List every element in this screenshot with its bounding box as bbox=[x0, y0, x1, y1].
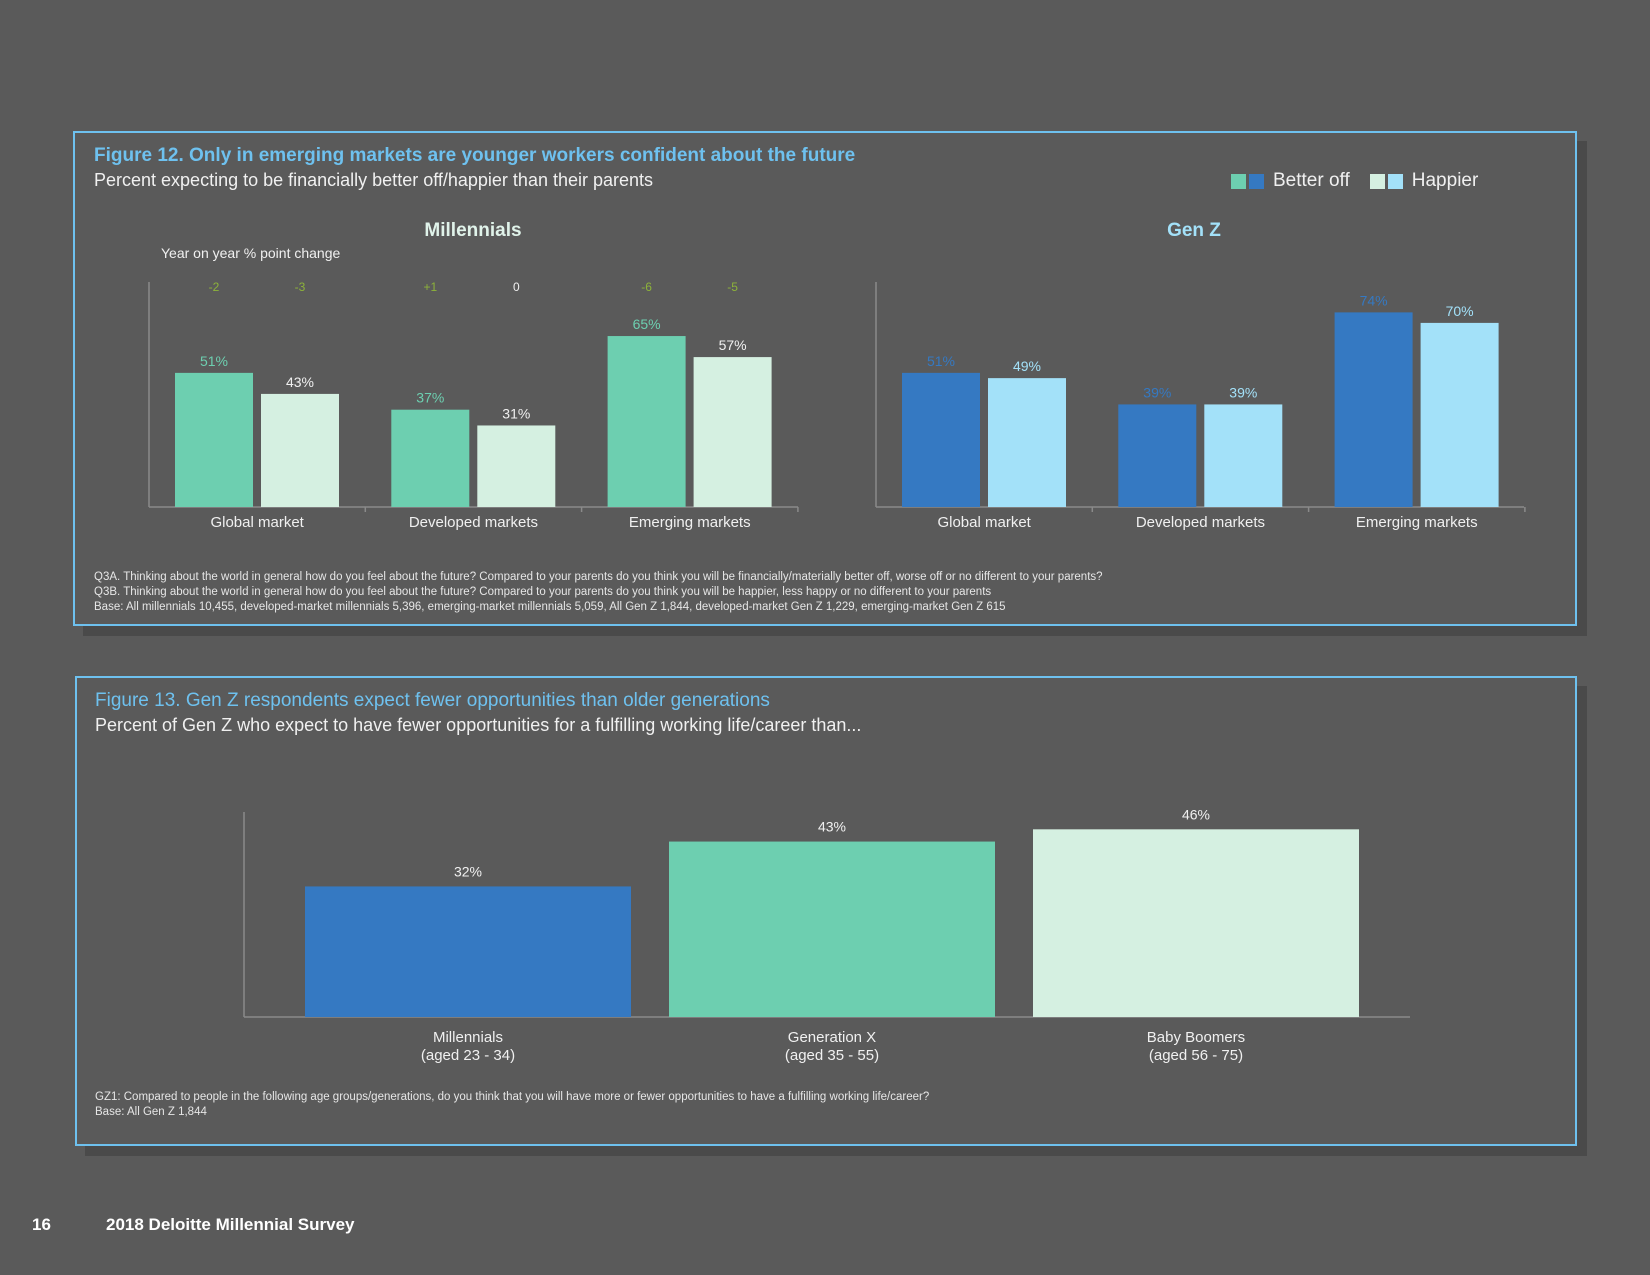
figure13-subtitle: Percent of Gen Z who expect to have fewe… bbox=[95, 715, 862, 735]
fig13-category-label: Baby Boomers bbox=[1147, 1029, 1245, 1046]
figure12-note-q3b: Q3B. Thinking about the world in general… bbox=[94, 586, 992, 598]
genz-data-label: 39% bbox=[1143, 384, 1171, 400]
millennials-change-label: -6 bbox=[641, 280, 652, 294]
millennials-chart-title: Millennials bbox=[424, 220, 521, 241]
fig13-category-label: Millennials bbox=[433, 1029, 503, 1046]
figure13-title: Figure 13. Gen Z respondents expect fewe… bbox=[95, 690, 770, 711]
figure12-note-q3a: Q3A. Thinking about the world in general… bbox=[94, 571, 1103, 583]
millennials-category-label: Developed markets bbox=[409, 514, 538, 531]
page-number: 16 bbox=[32, 1215, 51, 1234]
figure13-note-base: Base: All Gen Z 1,844 bbox=[95, 1106, 207, 1118]
figure12-panel bbox=[73, 131, 1577, 626]
legend-swatch-millennials-happier bbox=[1369, 173, 1385, 189]
millennials-change-label: -3 bbox=[295, 280, 306, 294]
fig13-category-sublabel: (aged 56 - 75) bbox=[1149, 1047, 1243, 1064]
millennials-data-label: 37% bbox=[416, 390, 444, 406]
genz-category-label: Global market bbox=[937, 514, 1031, 531]
millennials-data-label: 65% bbox=[633, 316, 661, 332]
legend-swatch-millennials-better bbox=[1231, 173, 1246, 189]
genz-data-label: 51% bbox=[927, 353, 955, 369]
millennials-change-label: +1 bbox=[423, 280, 437, 294]
fig13-data-label: 32% bbox=[454, 863, 482, 879]
fig13-category-label: Generation X bbox=[788, 1029, 876, 1046]
millennials-bar-happier bbox=[261, 393, 339, 507]
fig13-bar bbox=[305, 886, 631, 1017]
millennials-bar-better-off bbox=[607, 336, 686, 507]
genz-bar-better-off bbox=[1334, 312, 1413, 507]
figure12-note-base: Base: All millennials 10,455, developed-… bbox=[94, 601, 1006, 613]
genz-category-label: Developed markets bbox=[1136, 514, 1265, 531]
genz-category-label: Emerging markets bbox=[1356, 514, 1478, 531]
genz-data-label: 74% bbox=[1360, 292, 1388, 308]
figure12-legend: Better off Happier bbox=[1231, 170, 1498, 192]
fig13-category-sublabel: (aged 23 - 34) bbox=[421, 1047, 515, 1064]
fig13-bar bbox=[1033, 829, 1359, 1017]
genz-bar-happier bbox=[1204, 404, 1283, 507]
millennials-data-label: 43% bbox=[286, 374, 314, 390]
genz-bar-happier bbox=[988, 378, 1066, 507]
figure13-note-gz1: GZ1: Compared to people in the following… bbox=[95, 1091, 930, 1103]
genz-data-label: 70% bbox=[1446, 303, 1474, 319]
legend-label-happier: Happier bbox=[1411, 170, 1479, 191]
millennials-annotation: Year on year % point change bbox=[161, 245, 340, 261]
genz-bar-better-off bbox=[1118, 404, 1197, 507]
figure12-notes: Q3A. Thinking about the world in general… bbox=[94, 570, 1103, 615]
millennials-bar-better-off bbox=[175, 372, 253, 507]
document-title: 2018 Deloitte Millennial Survey bbox=[106, 1215, 355, 1234]
genz-data-label: 49% bbox=[1013, 358, 1041, 374]
millennials-category-label: Global market bbox=[210, 514, 304, 531]
millennials-category-label: Emerging markets bbox=[629, 514, 751, 531]
millennials-bar-happier bbox=[693, 357, 772, 507]
fig13-data-label: 46% bbox=[1182, 806, 1210, 822]
millennials-bar-happier bbox=[477, 425, 556, 507]
figure12-title: Figure 12. Only in emerging markets are … bbox=[94, 145, 856, 166]
figure13-notes: GZ1: Compared to people in the following… bbox=[95, 1090, 929, 1120]
genz-bar-better-off bbox=[902, 372, 980, 507]
millennials-data-label: 31% bbox=[502, 405, 530, 421]
figure12-subtitle: Percent expecting to be financially bett… bbox=[94, 170, 654, 190]
millennials-data-label: 51% bbox=[200, 353, 228, 369]
genz-bar-happier bbox=[1420, 322, 1499, 507]
genz-chart-title: Gen Z bbox=[1167, 220, 1221, 241]
fig13-data-label: 43% bbox=[818, 819, 846, 835]
millennials-change-label: -2 bbox=[209, 280, 220, 294]
millennials-change-label: -5 bbox=[727, 280, 738, 294]
genz-data-label: 39% bbox=[1229, 384, 1257, 400]
millennials-bar-better-off bbox=[391, 409, 470, 507]
legend-label-better-off: Better off bbox=[1273, 170, 1350, 191]
millennials-change-label: 0 bbox=[513, 280, 520, 294]
millennials-data-label: 57% bbox=[719, 337, 747, 353]
fig13-category-sublabel: (aged 35 - 55) bbox=[785, 1047, 879, 1064]
legend-swatch-genz-happier bbox=[1387, 173, 1403, 189]
legend-swatch-genz-better bbox=[1249, 173, 1264, 189]
fig13-bar bbox=[669, 841, 995, 1017]
